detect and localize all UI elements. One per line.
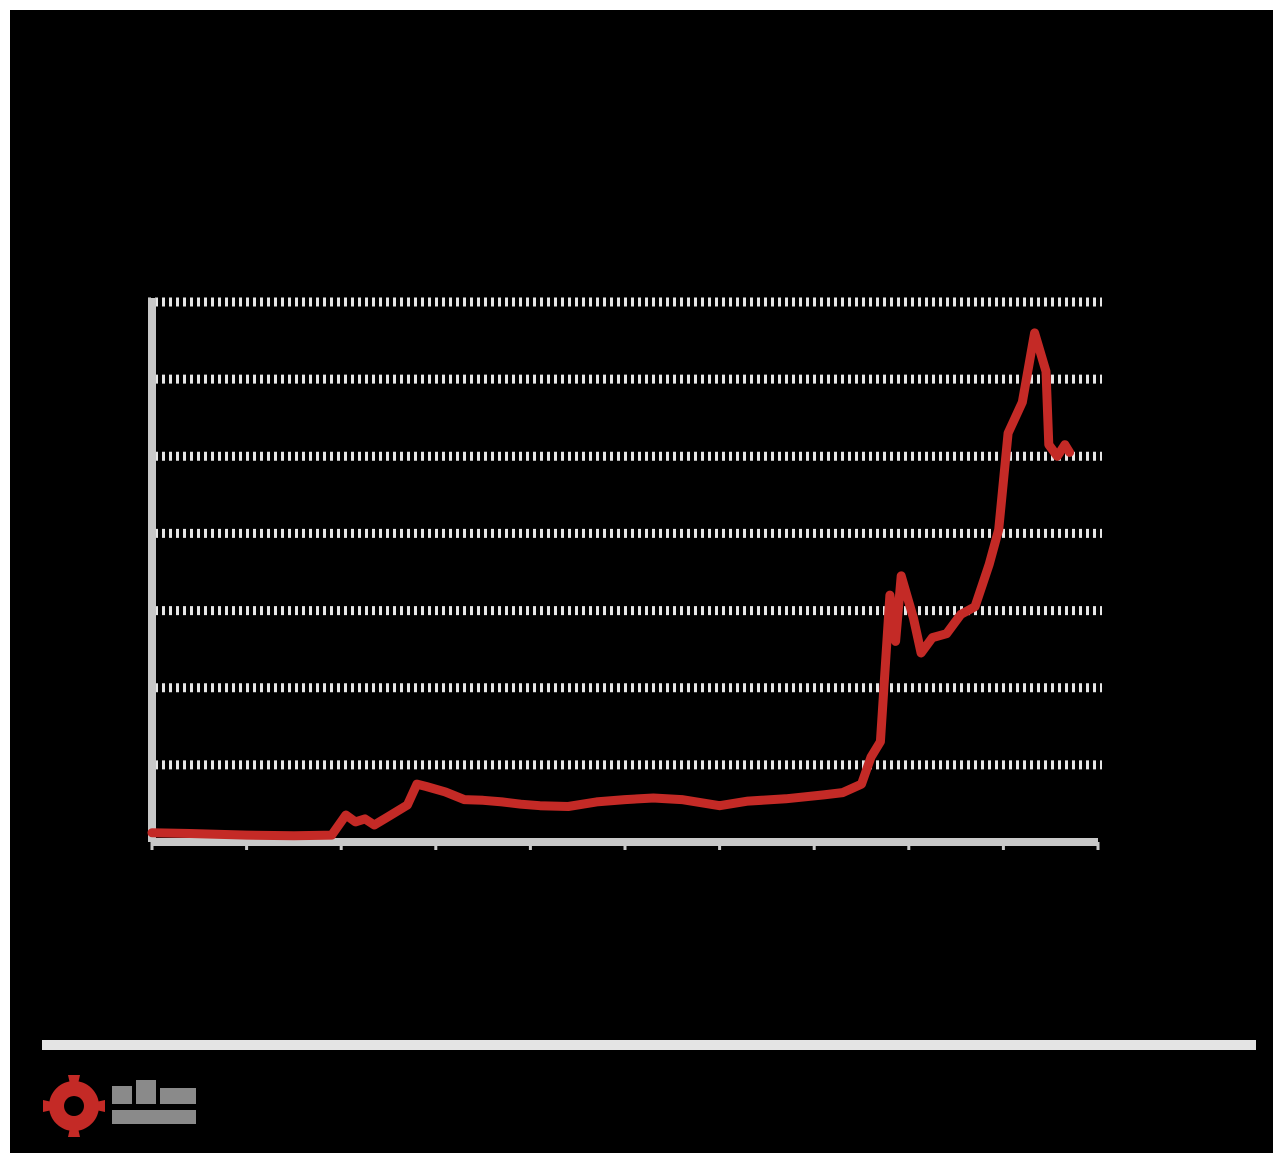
line-chart — [42, 297, 1256, 1137]
logo-icon — [43, 1075, 196, 1137]
logo-mark-3 — [112, 1110, 196, 1124]
series — [147, 328, 1075, 841]
logo-mark-2 — [136, 1080, 156, 1104]
footer-divider — [42, 1040, 1256, 1050]
gridlines — [148, 297, 1102, 770]
logo-tooth-bottom — [68, 1128, 80, 1137]
logo-tooth-right — [96, 1100, 105, 1112]
axes — [148, 298, 1100, 850]
logo-tooth-left — [43, 1100, 52, 1112]
logo-hole — [64, 1096, 84, 1116]
logo-mark-4 — [160, 1088, 196, 1104]
series-line — [147, 328, 1075, 841]
chart-background — [10, 10, 1273, 1153]
logo-mark-1 — [112, 1086, 132, 1104]
logo-tooth-top — [68, 1075, 80, 1084]
